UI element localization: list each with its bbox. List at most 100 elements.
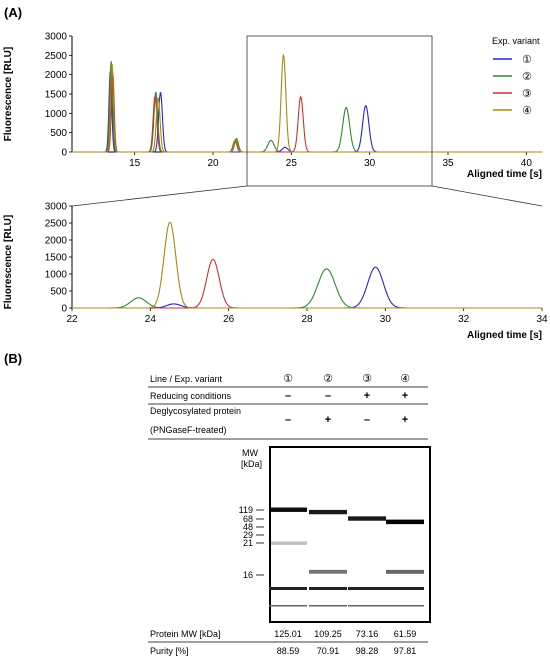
gel-band bbox=[269, 541, 307, 545]
marker-band-upper bbox=[386, 605, 424, 607]
top-ytick-label: 2500 bbox=[45, 51, 68, 62]
deglyco-value: + bbox=[325, 414, 331, 426]
gel-band bbox=[348, 516, 386, 521]
mw-unit: [kDa] bbox=[241, 459, 262, 469]
marker-band-lower bbox=[348, 587, 386, 590]
gel-band bbox=[269, 507, 307, 512]
purity-value: 98.28 bbox=[356, 646, 379, 656]
top-ytick-label: 500 bbox=[50, 128, 67, 139]
legend: Exp. variant ① ② ③ ④ bbox=[492, 36, 540, 117]
lane-number: ③ bbox=[362, 372, 372, 385]
ladder-label: 119 bbox=[239, 505, 253, 515]
ladder-label: 48 bbox=[243, 522, 253, 532]
deglyco-label: Deglycosylated protein bbox=[150, 406, 241, 416]
top-xtick-label: 20 bbox=[207, 158, 219, 169]
bottom-ytick-label: 1500 bbox=[45, 253, 68, 264]
bottom-xtick-label: 26 bbox=[223, 314, 235, 325]
protein-mw-label: Protein MW [kDa] bbox=[150, 629, 221, 639]
marker-band-lower bbox=[309, 587, 347, 590]
legend-entry: ④ bbox=[522, 104, 532, 117]
purity-value: 70.91 bbox=[317, 646, 340, 656]
reducing-value: + bbox=[364, 390, 370, 402]
bottom-ytick-label: 3000 bbox=[45, 202, 68, 213]
ladder-label: 21 bbox=[243, 538, 253, 548]
top-ytick-label: 0 bbox=[61, 148, 67, 159]
ladder-label: 29 bbox=[243, 530, 253, 540]
top-series-line-4 bbox=[72, 54, 542, 153]
bottom-xtick-label: 34 bbox=[536, 314, 548, 325]
reducing-value: + bbox=[402, 390, 408, 402]
gel-band bbox=[386, 569, 424, 574]
top-xtick-label: 30 bbox=[364, 158, 376, 169]
deglyco-value: – bbox=[364, 414, 370, 426]
bottom-series-line-4 bbox=[72, 221, 542, 309]
bottom-ytick-label: 1000 bbox=[45, 270, 68, 281]
top-xtick-label: 15 bbox=[129, 158, 141, 169]
bottom-y-axis-label: Fluorescence [RLU] bbox=[3, 215, 14, 309]
zoom-box bbox=[246, 35, 433, 187]
protein-mw-value: 109.25 bbox=[314, 629, 342, 639]
top-xtick-label: 25 bbox=[286, 158, 298, 169]
protein-mw-value: 61.59 bbox=[394, 629, 417, 639]
reducing-value: – bbox=[325, 390, 331, 402]
gel-band bbox=[309, 569, 347, 574]
ladder-label: 68 bbox=[243, 514, 253, 524]
top-ytick-label: 3000 bbox=[45, 32, 68, 43]
legend-entry: ② bbox=[522, 70, 532, 83]
bottom-series-line-1 bbox=[72, 266, 542, 309]
top-series-line-2 bbox=[72, 61, 542, 153]
gel-results-table: Protein MW [kDa] 125.01 109.25 73.16 61.59 … bbox=[148, 629, 428, 656]
bottom-xtick-label: 32 bbox=[458, 314, 470, 325]
protein-mw-value: 73.16 bbox=[356, 629, 379, 639]
marker-band-upper bbox=[348, 605, 386, 607]
zoom-connector-left bbox=[71, 185, 248, 207]
marker-band-upper bbox=[309, 605, 347, 607]
protein-mw-value: 125.01 bbox=[274, 629, 302, 639]
lane-header-label: Line / Exp. variant bbox=[150, 374, 223, 384]
gel-background bbox=[269, 446, 431, 623]
top-chromatogram: 0 500 1000 1500 2000 2500 3000 15 20 25 30 35 40 Fl… bbox=[3, 32, 542, 187]
ladder-label: 16 bbox=[243, 570, 253, 580]
deglyco-value: + bbox=[402, 414, 408, 426]
bottom-ytick-label: 0 bbox=[61, 304, 67, 315]
bottom-series-line-2 bbox=[72, 268, 542, 309]
lane-number: ① bbox=[283, 372, 293, 385]
legend-entry: ① bbox=[522, 53, 532, 66]
lane-number: ④ bbox=[400, 372, 410, 385]
deglyco-label-2: (PNGaseF-treated) bbox=[150, 425, 227, 435]
legend-entry: ③ bbox=[522, 87, 532, 100]
top-xtick-label: 35 bbox=[442, 158, 454, 169]
purity-value: 88.59 bbox=[277, 646, 300, 656]
marker-band-lower bbox=[386, 587, 424, 590]
bottom-ytick-label: 2500 bbox=[45, 219, 68, 230]
purity-label: Purity [%] bbox=[150, 646, 189, 656]
top-ytick-label: 1500 bbox=[45, 90, 68, 101]
top-series-line-1 bbox=[72, 71, 542, 153]
top-y-axis-label: Fluorescence [RLU] bbox=[3, 47, 14, 141]
gel-band bbox=[386, 519, 424, 525]
reducing-value: – bbox=[285, 390, 291, 402]
top-xtick-label: 40 bbox=[521, 158, 533, 169]
deglyco-value: – bbox=[285, 414, 291, 426]
bottom-xtick-label: 30 bbox=[380, 314, 392, 325]
bottom-xtick-label: 22 bbox=[66, 314, 78, 325]
mw-header: MW bbox=[242, 448, 258, 458]
top-ytick-label: 1000 bbox=[45, 109, 68, 120]
panel-label-b: (B) bbox=[4, 351, 22, 366]
top-series-line-3 bbox=[72, 72, 542, 153]
panel-label-a: (A) bbox=[4, 5, 22, 20]
purity-value: 97.81 bbox=[394, 646, 417, 656]
lane-number: ② bbox=[323, 372, 333, 385]
bottom-ytick-label: 2000 bbox=[45, 236, 68, 247]
top-ytick-label: 2000 bbox=[45, 70, 68, 81]
top-x-axis-label: Aligned time [s] bbox=[467, 169, 542, 180]
bottom-xtick-label: 28 bbox=[301, 314, 313, 325]
gel-band bbox=[309, 509, 347, 515]
marker-band-lower bbox=[269, 587, 307, 590]
gel-conditions-table: Line / Exp. variant ① ② ③ ④ Reducing condit… bbox=[148, 372, 428, 440]
reducing-label: Reducing conditions bbox=[150, 391, 232, 401]
marker-band-upper bbox=[269, 605, 307, 607]
bottom-xtick-label: 24 bbox=[145, 314, 157, 325]
